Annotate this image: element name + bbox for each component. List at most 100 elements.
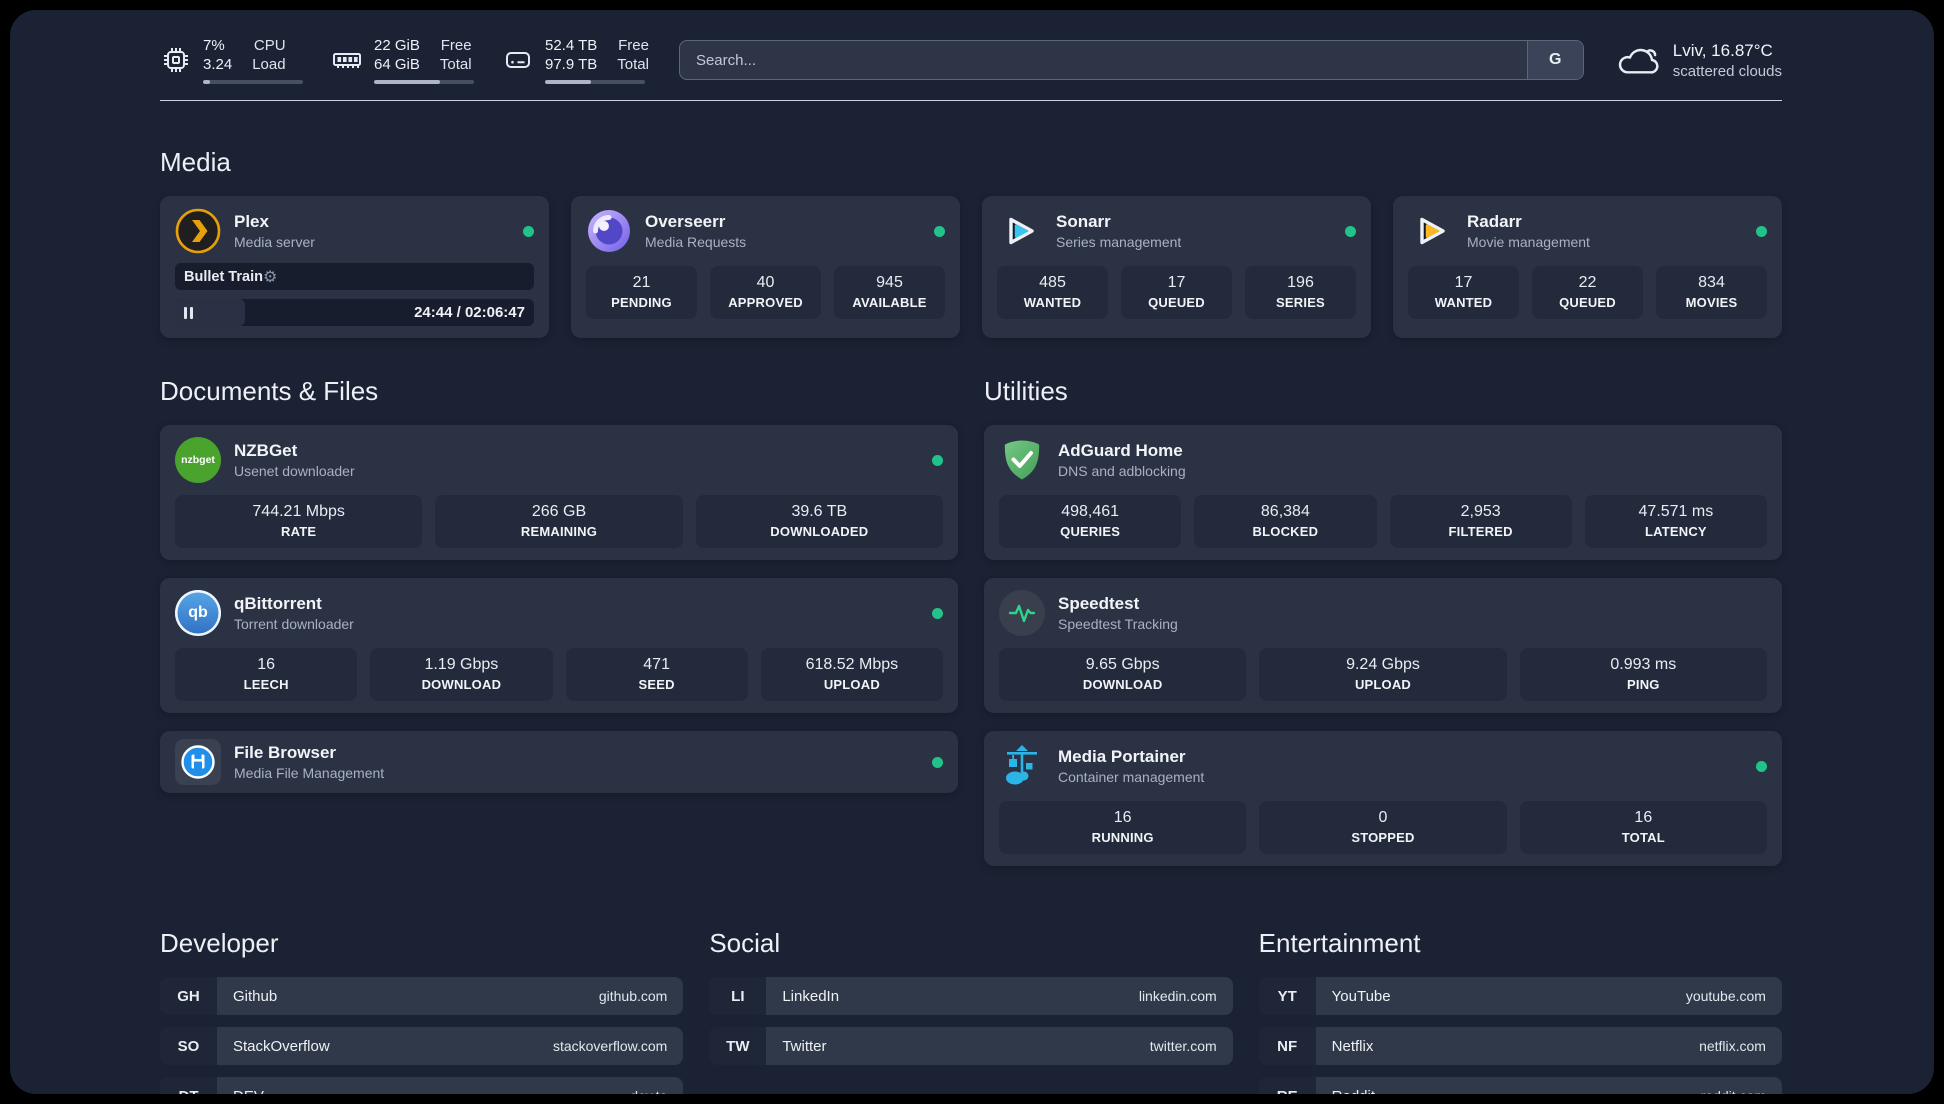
- app-subtitle: Media File Management: [234, 765, 385, 781]
- ram-total-label: Total: [439, 56, 472, 73]
- link-name: Twitter: [782, 1037, 827, 1055]
- link-netflix[interactable]: NF Netflix netflix.com: [1258, 1027, 1782, 1065]
- app-name: Plex: [234, 212, 269, 231]
- dashboard-page: 7% 3.24 CPU Load 22 GiB 64 Gi: [10, 10, 1934, 1094]
- media-section-title: Media: [160, 147, 231, 177]
- app-name: qBittorrent: [234, 594, 322, 613]
- memory-metric: 22 GiB 64 GiB Free Total: [331, 36, 474, 84]
- link-abbr: SO: [160, 1027, 217, 1065]
- stat-remaining: 266 GB REMAINING: [435, 495, 683, 548]
- link-youtube[interactable]: YT YouTube youtube.com: [1258, 977, 1782, 1015]
- app-name: Overseerr: [645, 212, 726, 231]
- link-url: stackoverflow.com: [552, 1038, 668, 1054]
- section-utilities: Utilities AdGuard Home: [984, 376, 1782, 866]
- link-url: twitter.com: [1149, 1038, 1217, 1054]
- app-subtitle: Media server: [234, 234, 315, 250]
- system-metrics: 7% 3.24 CPU Load 22 GiB 64 Gi: [160, 36, 649, 84]
- section-documents: Documents & Files nzbget NZBGet Usenet d…: [160, 376, 958, 866]
- stat-available: 945 AVAILABLE: [834, 266, 945, 319]
- cpu-usage-value: 7%: [203, 37, 225, 54]
- app-subtitle: Torrent downloader: [234, 616, 354, 632]
- stat-leech: 16 LEECH: [175, 648, 358, 701]
- status-dot: [932, 607, 943, 619]
- utilities-section-title: Utilities: [984, 376, 1068, 406]
- section-social: Social LI LinkedIn linkedin.com TW Twitte…: [709, 928, 1233, 1094]
- filebrowser-icon: [175, 739, 221, 785]
- status-dot: [932, 454, 943, 466]
- sonarr-card[interactable]: Sonarr Series management 485 WANTED 17 QUE…: [982, 196, 1371, 338]
- nzbget-card[interactable]: nzbget NZBGet Usenet downloader 744.21 M…: [160, 425, 958, 560]
- ram-progress-bar: [374, 80, 474, 84]
- status-dot: [523, 225, 534, 237]
- radarr-card[interactable]: Radarr Movie management 17 WANTED 22 QUEUE…: [1393, 196, 1782, 338]
- stat-upload: 9.24 Gbps UPLOAD: [1259, 648, 1507, 701]
- speedtest-icon: [999, 590, 1045, 636]
- status-dot: [1756, 225, 1767, 237]
- storage-metric: 52.4 TB 97.9 TB Free Total: [502, 36, 649, 84]
- entertainment-section-title: Entertainment: [1258, 928, 1421, 958]
- portainer-icon: [1006, 745, 1037, 785]
- stat-queued: 22 QUEUED: [1532, 266, 1643, 319]
- stat-blocked: 86,384 BLOCKED: [1194, 495, 1377, 548]
- speedtest-card[interactable]: Speedtest Speedtest Tracking 9.65 Gbps DO…: [984, 578, 1782, 713]
- ram-free-value: 22 GiB: [374, 37, 420, 54]
- link-url: youtube.com: [1685, 988, 1766, 1004]
- link-abbr: NF: [1258, 1027, 1316, 1065]
- adguard-icon: [1004, 440, 1040, 480]
- overseerr-card[interactable]: Overseerr Media Requests 21 PENDING 40 APP…: [571, 196, 960, 338]
- link-linkedin[interactable]: LI LinkedIn linkedin.com: [709, 977, 1233, 1015]
- status-dot: [1756, 760, 1767, 772]
- filebrowser-card[interactable]: File Browser Media File Management: [160, 731, 958, 793]
- stat-running: 16 RUNNING: [999, 801, 1247, 854]
- disk-free-label: Free: [618, 37, 649, 54]
- app-name: Media Portainer: [1058, 747, 1186, 766]
- stat-rate: 744.21 Mbps RATE: [175, 495, 423, 548]
- link-url: github.com: [598, 988, 668, 1004]
- link-stackoverflow[interactable]: SO StackOverflow stackoverflow.com: [160, 1027, 684, 1065]
- section-media: Media Plex Media server Bullet Train: [160, 147, 1782, 338]
- app-subtitle: Usenet downloader: [234, 463, 355, 479]
- link-github[interactable]: GH Github github.com: [160, 977, 684, 1015]
- load-label: Load: [252, 56, 286, 73]
- qbittorrent-card[interactable]: qb qBittorrent Torrent downloader 16 LEEC…: [160, 578, 958, 713]
- link-twitter[interactable]: TW Twitter twitter.com: [709, 1027, 1233, 1065]
- stat-approved: 40 APPROVED: [710, 266, 821, 319]
- stat-stopped: 0 STOPPED: [1259, 801, 1507, 854]
- adguard-card[interactable]: AdGuard Home DNS and adblocking 498,461 Q…: [984, 425, 1782, 560]
- search-bar: G: [678, 40, 1584, 80]
- documents-section-title: Documents & Files: [160, 376, 379, 406]
- link-url: reddit.com: [1701, 1088, 1766, 1094]
- cpu-label: CPU: [253, 37, 286, 54]
- settings-gear-icon[interactable]: ⚙: [262, 268, 278, 286]
- portainer-card[interactable]: Media Portainer Container management 16 R…: [984, 731, 1782, 866]
- disk-total-value: 97.9 TB: [545, 56, 598, 73]
- disk-total-label: Total: [617, 56, 649, 73]
- link-reddit[interactable]: RE Reddit reddit.com: [1258, 1077, 1782, 1094]
- stat-downloaded: 39.6 TB DOWNLOADED: [695, 495, 943, 548]
- stat-download: 1.19 Gbps DOWNLOAD: [370, 648, 553, 701]
- overseerr-icon: [588, 210, 630, 252]
- pause-button[interactable]: [175, 299, 245, 326]
- app-subtitle: Movie management: [1467, 234, 1590, 250]
- app-subtitle: Speedtest Tracking: [1058, 616, 1178, 632]
- radarr-icon: [1420, 217, 1445, 245]
- cpu-icon: [164, 48, 188, 72]
- ram-total-value: 64 GiB: [374, 56, 420, 73]
- search-input[interactable]: [679, 41, 1527, 79]
- link-url: netflix.com: [1699, 1038, 1766, 1054]
- cpu-metric: 7% 3.24 CPU Load: [160, 36, 303, 84]
- stat-latency: 47.571 ms LATENCY: [1584, 495, 1767, 548]
- weather-location-temp: Lviv, 16.87°C: [1672, 40, 1773, 60]
- stat-ping: 0.993 ms PING: [1519, 648, 1767, 701]
- app-name: File Browser: [234, 743, 337, 762]
- link-name: DEV: [233, 1088, 264, 1095]
- app-subtitle: Container management: [1058, 769, 1205, 785]
- link-name: Netflix: [1331, 1037, 1374, 1055]
- stat-queued: 17 QUEUED: [1121, 266, 1232, 319]
- header: 7% 3.24 CPU Load 22 GiB 64 Gi: [160, 10, 1782, 84]
- search-provider-button[interactable]: G: [1526, 41, 1583, 79]
- link-name: Github: [233, 987, 278, 1005]
- plex-card[interactable]: Plex Media server Bullet Train ⚙ 24:44 /…: [160, 196, 549, 338]
- link-dev[interactable]: DT DEV dev.to: [160, 1077, 684, 1095]
- stat-queries: 498,461 QUERIES: [999, 495, 1182, 548]
